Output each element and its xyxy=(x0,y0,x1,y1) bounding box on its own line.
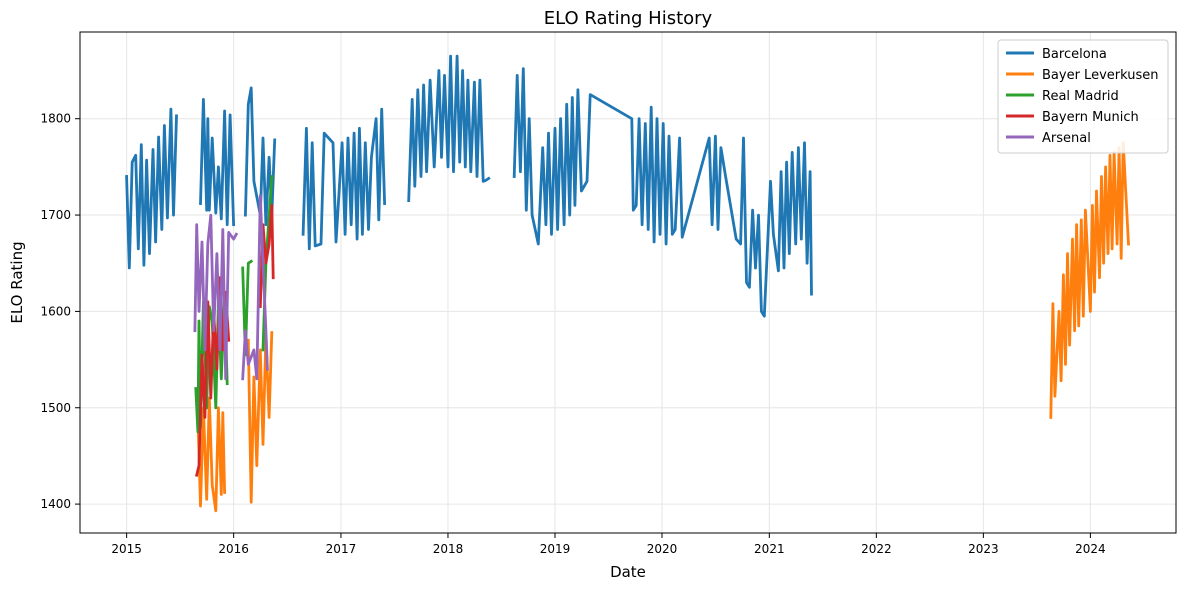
y-tick-label: 1400 xyxy=(40,497,71,511)
series-line-arsenal xyxy=(241,194,269,381)
x-tick-label: 2023 xyxy=(968,542,999,556)
y-axis-title: ELO Rating xyxy=(8,241,26,323)
x-tick-label: 2022 xyxy=(861,542,892,556)
x-axis-ticks: 2015 2016 2017 2018 2019 2020 2021 2022 2023 2024 xyxy=(111,533,1106,556)
series-line-real-madrid xyxy=(241,259,254,357)
series-lines xyxy=(125,54,1130,513)
series-barcelona xyxy=(125,54,813,318)
x-tick-label: 2016 xyxy=(218,542,249,556)
y-tick-label: 1500 xyxy=(40,401,71,415)
legend-box xyxy=(997,39,1169,154)
y-tick-label: 1600 xyxy=(40,304,71,318)
legend: Barcelona Bayer Leverkusen Real Madrid Baye… xyxy=(997,39,1169,154)
series-line-barcelona xyxy=(512,67,813,318)
legend-label-real-madrid: Real Madrid xyxy=(1042,89,1119,104)
series-line-barcelona xyxy=(407,54,491,203)
x-tick-label: 2024 xyxy=(1075,542,1106,556)
series-line-barcelona xyxy=(301,107,387,251)
plot-frame xyxy=(79,31,1177,534)
x-tick-label: 2017 xyxy=(326,542,357,556)
y-tick-label: 1700 xyxy=(40,208,71,222)
legend-label-barcelona: Barcelona xyxy=(1042,47,1107,62)
series-bayer-leverkusen xyxy=(196,141,1130,513)
x-tick-label: 2019 xyxy=(540,542,571,556)
series-line-barcelona xyxy=(199,98,236,227)
x-tick-label: 2021 xyxy=(754,542,785,556)
legend-label-bayern-munich: Bayern Munich xyxy=(1042,110,1139,125)
chart-title: ELO Rating History xyxy=(544,8,713,29)
y-tick-label: 1800 xyxy=(40,112,71,126)
legend-label-bayer-leverkusen: Bayer Leverkusen xyxy=(1042,68,1158,83)
series-arsenal xyxy=(193,194,269,381)
series-line-bayer-leverkusen xyxy=(1049,141,1130,419)
series-line-bayer-leverkusen xyxy=(246,331,274,504)
x-tick-label: 2015 xyxy=(111,542,142,556)
series-line-barcelona xyxy=(125,107,178,270)
x-tick-label: 2018 xyxy=(433,542,464,556)
legend-label-arsenal: Arsenal xyxy=(1042,131,1091,146)
x-axis-title: Date xyxy=(610,563,646,581)
series-line-arsenal xyxy=(193,213,239,381)
series-line-bayern-munich xyxy=(195,276,231,477)
x-tick-label: 2020 xyxy=(647,542,678,556)
series-line-bayer-leverkusen xyxy=(196,396,227,513)
y-axis-ticks: 1400 1500 1600 1700 1800 xyxy=(40,112,80,511)
